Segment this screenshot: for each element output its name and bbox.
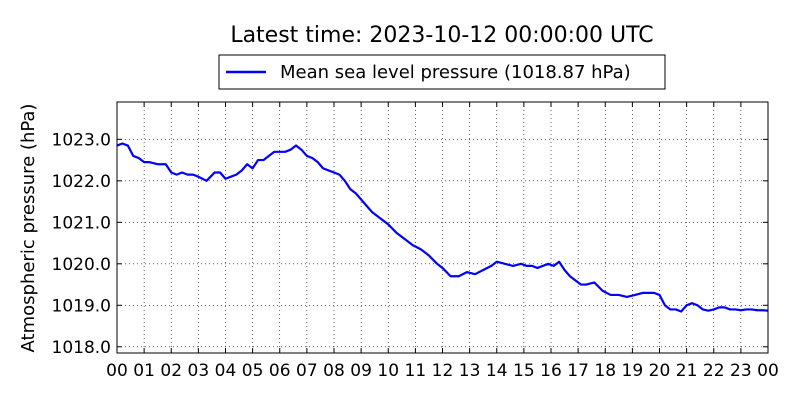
x-axis-ticks: 00 01 02 03 04 05 06 07 08 09 10 11 12 13 14 15 16 17 18 19…: [106, 102, 779, 381]
y-tick-label: 1019.0: [52, 296, 111, 316]
x-tick-label: 00: [757, 361, 779, 381]
legend: Mean sea level pressure (1018.87 hPa): [218, 54, 666, 90]
x-tick-label: 10: [377, 361, 399, 381]
x-tick-label: 09: [350, 361, 372, 381]
legend-label: Mean sea level pressure (1018.87 hPa): [280, 62, 631, 83]
x-tick-label: 20: [649, 361, 671, 381]
x-tick-label: 05: [242, 361, 264, 381]
x-tick-label: 02: [160, 361, 182, 381]
y-axis-ticks: 1018.0 1019.0 1020.0 1021.0 1022.0 1023.0: [52, 130, 768, 358]
x-tick-label: 23: [730, 361, 752, 381]
x-tick-label: 19: [622, 361, 644, 381]
x-tick-label: 07: [296, 361, 318, 381]
x-tick-label: 14: [486, 361, 508, 381]
grid: [117, 102, 768, 353]
y-tick-label: 1023.0: [52, 130, 111, 150]
chart-title: Latest time: 2023-10-12 00:00:00 UTC: [230, 23, 653, 48]
x-tick-label: 16: [540, 361, 562, 381]
x-tick-label: 04: [215, 361, 237, 381]
x-tick-label: 06: [269, 361, 291, 381]
series-line-mean-sea-level-pressure: [116, 142, 769, 313]
x-tick-label: 21: [676, 361, 698, 381]
x-tick-label: 12: [432, 361, 454, 381]
y-axis-label: Atmospheric pressure (hPa): [18, 104, 39, 353]
x-tick-label: 15: [513, 361, 535, 381]
x-tick-label: 08: [323, 361, 345, 381]
x-tick-label: 18: [594, 361, 616, 381]
y-tick-label: 1021.0: [52, 213, 111, 233]
y-tick-label: 1018.0: [52, 338, 111, 358]
y-tick-label: 1020.0: [52, 255, 111, 275]
x-tick-label: 13: [459, 361, 481, 381]
x-tick-label: 22: [703, 361, 725, 381]
y-tick-label: 1022.0: [52, 172, 111, 192]
x-tick-label: 00: [106, 361, 128, 381]
x-tick-label: 17: [567, 361, 589, 381]
x-tick-label: 11: [405, 361, 427, 381]
plot-frame: [116, 101, 769, 354]
x-tick-label: 03: [188, 361, 210, 381]
legend-box: [218, 54, 666, 90]
x-tick-label: 01: [133, 361, 155, 381]
